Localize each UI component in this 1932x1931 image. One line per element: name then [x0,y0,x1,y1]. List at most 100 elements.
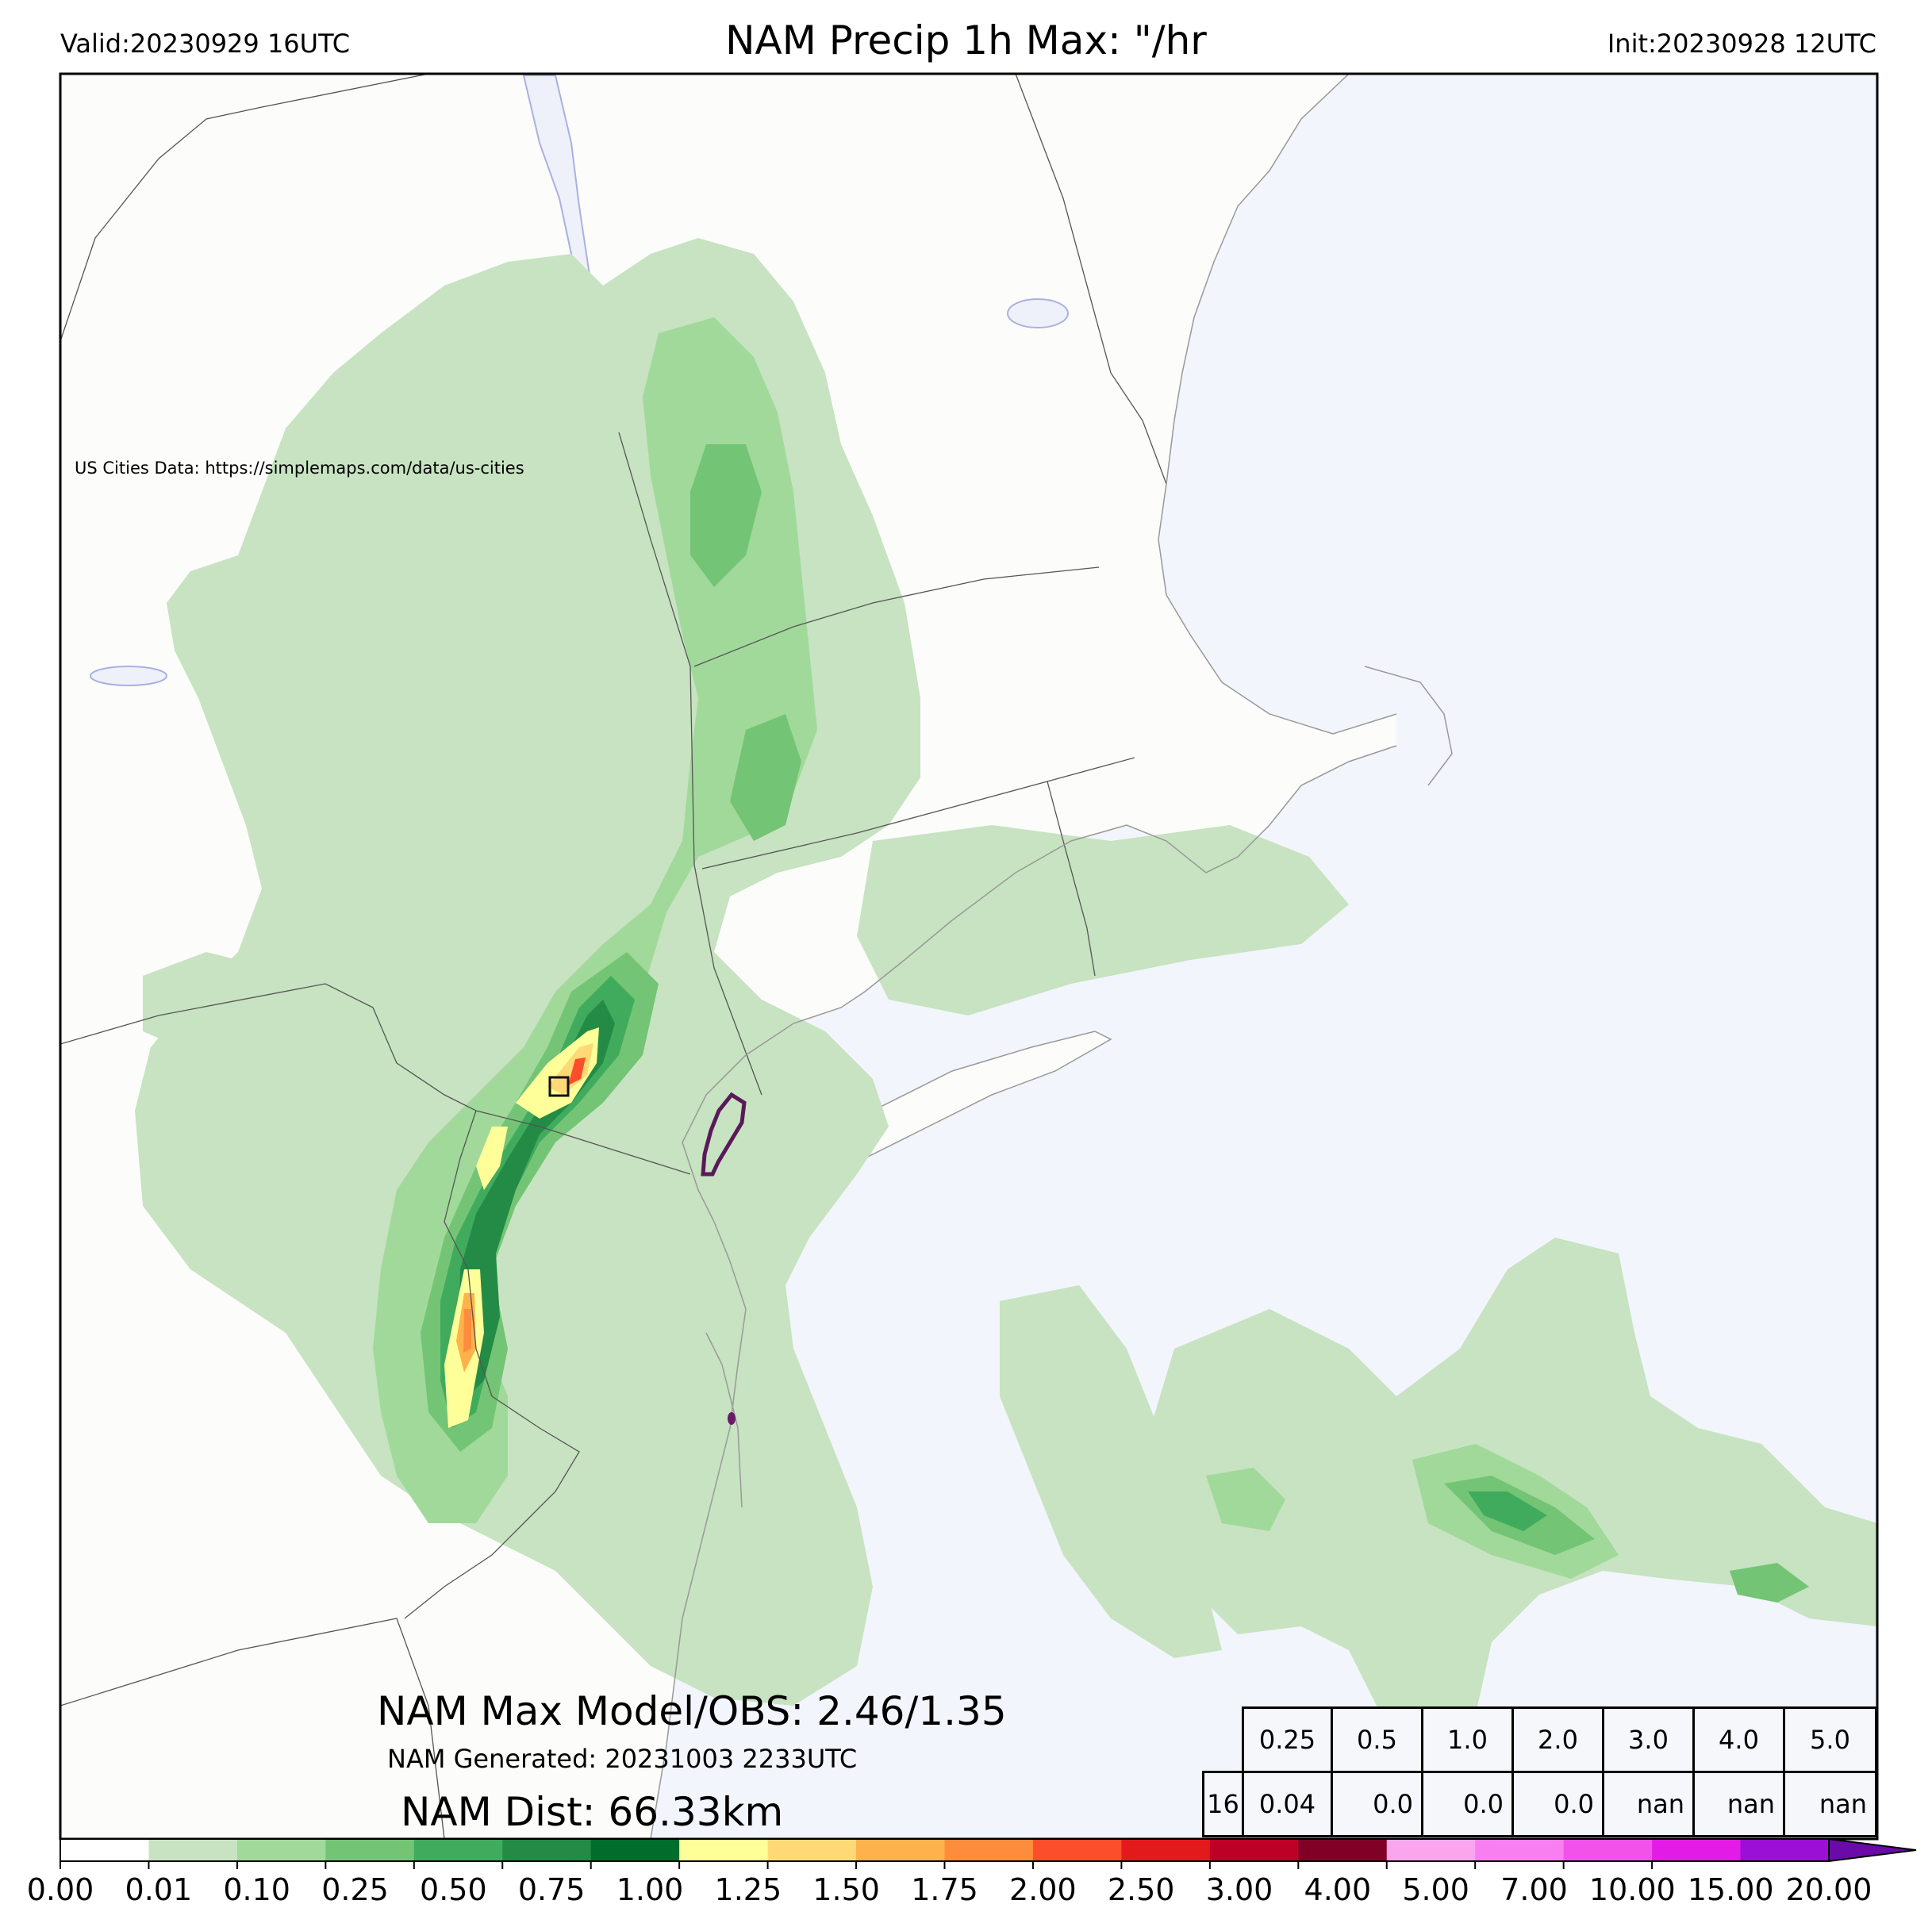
precip-region-red [463,1309,471,1353]
colorbar-tick-label: 0.25 [321,1872,389,1907]
colorbar-segment [236,1839,326,1861]
threshold-cell: 0.5 [1331,1706,1423,1773]
precip-region-medium-dark [690,444,762,587]
boundary-line [60,1618,445,1839]
colorbar-segment [679,1839,769,1861]
observation-point [728,1412,736,1425]
colorbar-tick-label: 1.00 [616,1872,684,1907]
coast-line [1158,74,1397,735]
colorbar-extend-arrow [1828,1837,1917,1863]
map-title: NAM Precip 1h Max: "/hr [725,17,1207,63]
init-time: Init:20230928 12UTC [1607,29,1876,59]
boundary-line [693,566,1100,667]
boundary-line [404,1110,580,1619]
precip-region-orange [547,1043,593,1095]
boundary-line [60,74,429,342]
colorbar-segment [148,1839,238,1861]
precip-region-medium-dark [1730,1563,1809,1603]
threshold-cell: 0.25 [1242,1706,1333,1773]
colorbar-tick-label: 5.00 [1402,1872,1469,1907]
value-cell: 0.0 [1511,1771,1604,1837]
value-cell: 0.0 [1331,1771,1423,1837]
coast-line [705,1332,743,1508]
colorbar-tick-label: 3.00 [1205,1872,1273,1907]
boundary-line [618,432,762,1096]
precip-region-light [1000,1285,1222,1658]
threshold-cell: 4.0 [1692,1706,1785,1773]
colorbar-segment [590,1839,680,1861]
colorbar-segment [856,1839,946,1861]
precip-region-darkest [459,1000,615,1396]
valid-time: Valid:20230929 16UTC [60,29,351,59]
colorbar-segment [413,1839,503,1861]
colorbar-tick-label: 1.50 [812,1872,880,1907]
value-cell: 0.04 [1242,1771,1333,1837]
colorbar-tick-label: 1.75 [911,1872,978,1907]
threshold-cell: 2.0 [1511,1706,1604,1773]
precip-region-medium [373,317,817,1523]
colorbar-tick-label: 0.00 [26,1872,94,1907]
precip-field [135,238,1877,1745]
distance-label: NAM Dist: 66.33km [401,1789,784,1835]
precip-region-light [143,952,294,1055]
colorbar-tick-label: 0.10 [223,1872,290,1907]
colorbar-segment [1386,1839,1476,1861]
threshold-cell: 5.0 [1783,1706,1877,1773]
colorbar-segment [1740,1839,1830,1861]
precip-region-light [857,825,1349,1015]
colorbar-segment [325,1839,415,1861]
boundary-line [1047,781,1096,977]
precip-region-dark [1468,1491,1547,1531]
colorbar-tick-label: 20.00 [1785,1872,1872,1907]
precip-region-medium-dark [730,714,801,841]
value-cell: nan [1602,1771,1695,1837]
boundary-line [701,757,1135,870]
colorbar-segment [944,1839,1034,1861]
colorbar-segment [1121,1839,1211,1861]
lake [90,666,167,686]
value-cell: nan [1692,1771,1785,1837]
coastline [650,74,1453,1839]
coast-line [1364,666,1453,786]
precip-region-medium [1206,1468,1285,1531]
colorbar-tick-label: 0.50 [420,1872,487,1907]
generated-time-label: NAM Generated: 20231003 2233UTC [387,1744,858,1774]
coast-line [650,745,1397,1839]
boundary-line [1015,74,1167,485]
colorbar-tick-label: 4.00 [1304,1872,1372,1907]
precip-region-yellow [476,1127,508,1190]
lake [1007,298,1069,328]
colorbar-tick-label: 1.25 [714,1872,782,1907]
colorbar-tick-label: 7.00 [1500,1872,1568,1907]
threshold-cell: 1.0 [1421,1706,1514,1773]
row-label-cell: 16 [1202,1771,1244,1837]
colorbar-segment [1032,1839,1122,1861]
colorbar-segment [1652,1839,1742,1861]
observation-contour [701,1092,747,1177]
colorbar-segment [1298,1839,1388,1861]
colorbar-tick-label: 2.50 [1107,1872,1175,1907]
boundary-line [60,983,691,1175]
colorbar-segment [767,1839,857,1861]
colorbar-tick-label: 15.00 [1687,1872,1774,1907]
max-model-marker [548,1076,570,1097]
colorbar-tick-label: 0.01 [125,1872,193,1907]
precip-region-dark [440,976,635,1428]
max-model-obs-label: NAM Max Model/OBS: 2.46/1.35 [377,1688,1007,1734]
colorbar-segment [1563,1839,1653,1861]
colorbar-segment [1475,1839,1565,1861]
colorbar-segment [60,1839,150,1861]
colorbar-tick-label: 10.00 [1588,1872,1676,1907]
state-boundaries [60,74,1167,1839]
value-cell: 0.0 [1421,1771,1514,1837]
colorbar-tick-label: 0.75 [517,1872,586,1907]
colorbar [60,1837,1917,1869]
colorbar-tick-label: 2.00 [1009,1872,1077,1907]
value-cell: nan [1783,1771,1877,1837]
precip-region-red [568,1058,586,1085]
threshold-cell: 3.0 [1602,1706,1695,1773]
colorbar-segment [502,1839,592,1861]
cities-data-credit: US Cities Data: https://simplemaps.com/d… [75,459,524,478]
colorbar-segment [1209,1839,1299,1861]
